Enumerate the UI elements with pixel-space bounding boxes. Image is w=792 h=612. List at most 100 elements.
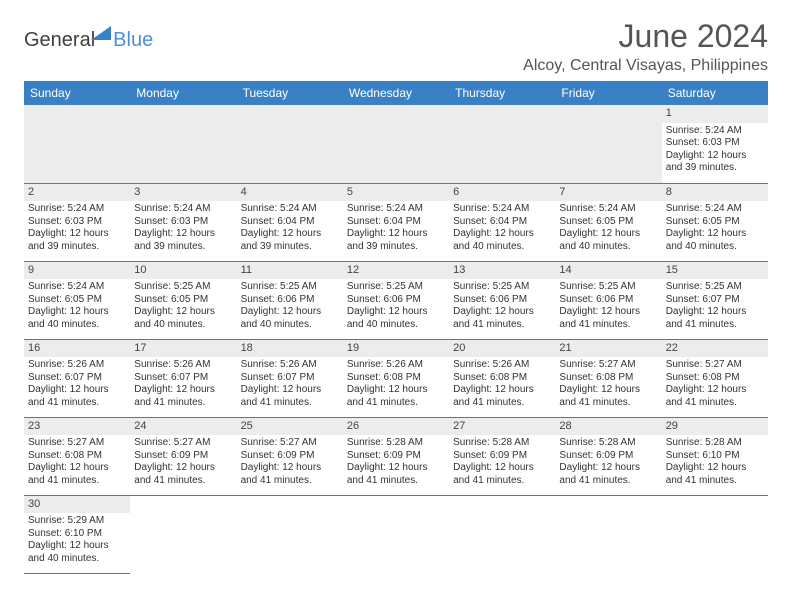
day-info-line: and 40 minutes. [28, 553, 126, 566]
day-info: Sunrise: 5:24 AMSunset: 6:03 PMDaylight:… [28, 203, 126, 253]
day-info-line: and 41 minutes. [241, 475, 339, 488]
day-info-line: Daylight: 12 hours [134, 306, 232, 319]
day-number: 10 [130, 262, 236, 280]
day-info-line: Sunset: 6:08 PM [559, 372, 657, 385]
calendar-header-row: SundayMondayTuesdayWednesdayThursdayFrid… [24, 81, 768, 105]
day-info-line: Daylight: 12 hours [666, 384, 764, 397]
day-info: Sunrise: 5:27 AMSunset: 6:08 PMDaylight:… [666, 359, 764, 409]
day-info-line: Sunrise: 5:28 AM [666, 437, 764, 450]
calendar-cell [237, 495, 343, 573]
day-header: Monday [130, 81, 236, 105]
day-info: Sunrise: 5:25 AMSunset: 6:06 PMDaylight:… [559, 281, 657, 331]
calendar-row: 2Sunrise: 5:24 AMSunset: 6:03 PMDaylight… [24, 183, 768, 261]
day-info-line: Sunrise: 5:26 AM [453, 359, 551, 372]
day-info-line: Sunset: 6:07 PM [28, 372, 126, 385]
day-info-line: Sunrise: 5:24 AM [241, 203, 339, 216]
day-info-line: and 40 minutes. [134, 319, 232, 332]
day-info-line: Sunrise: 5:26 AM [28, 359, 126, 372]
calendar-row: 30Sunrise: 5:29 AMSunset: 6:10 PMDayligh… [24, 495, 768, 573]
day-info-line: Sunset: 6:05 PM [666, 216, 764, 229]
day-info-line: Sunset: 6:07 PM [241, 372, 339, 385]
day-info-line: Sunrise: 5:24 AM [134, 203, 232, 216]
day-info: Sunrise: 5:28 AMSunset: 6:09 PMDaylight:… [559, 437, 657, 487]
day-info: Sunrise: 5:27 AMSunset: 6:08 PMDaylight:… [559, 359, 657, 409]
day-info-line: Sunset: 6:09 PM [241, 450, 339, 463]
day-info: Sunrise: 5:29 AMSunset: 6:10 PMDaylight:… [28, 515, 126, 565]
day-info-line: Sunset: 6:09 PM [134, 450, 232, 463]
day-info-line: and 40 minutes. [666, 241, 764, 254]
day-info-line: Sunset: 6:10 PM [666, 450, 764, 463]
day-info-line: Sunset: 6:05 PM [28, 294, 126, 307]
day-info-line: Sunrise: 5:27 AM [559, 359, 657, 372]
day-info-line: and 40 minutes. [28, 319, 126, 332]
day-info-line: and 41 minutes. [559, 397, 657, 410]
title-block: June 2024 Alcoy, Central Visayas, Philip… [523, 18, 768, 75]
day-info-line: and 41 minutes. [666, 475, 764, 488]
day-info-line: Sunrise: 5:27 AM [134, 437, 232, 450]
day-info-line: Sunset: 6:10 PM [28, 528, 126, 541]
calendar-cell: 25Sunrise: 5:27 AMSunset: 6:09 PMDayligh… [237, 417, 343, 495]
day-info: Sunrise: 5:25 AMSunset: 6:05 PMDaylight:… [134, 281, 232, 331]
day-info: Sunrise: 5:24 AMSunset: 6:04 PMDaylight:… [347, 203, 445, 253]
day-info-line: Daylight: 12 hours [666, 228, 764, 241]
day-info-line: Sunset: 6:06 PM [559, 294, 657, 307]
day-info-line: Daylight: 12 hours [241, 384, 339, 397]
day-number: 6 [449, 184, 555, 202]
calendar-cell: 29Sunrise: 5:28 AMSunset: 6:10 PMDayligh… [662, 417, 768, 495]
day-info: Sunrise: 5:28 AMSunset: 6:10 PMDaylight:… [666, 437, 764, 487]
day-info: Sunrise: 5:27 AMSunset: 6:09 PMDaylight:… [241, 437, 339, 487]
day-info-line: Sunrise: 5:28 AM [559, 437, 657, 450]
day-info-line: Sunrise: 5:26 AM [241, 359, 339, 372]
calendar-cell: 7Sunrise: 5:24 AMSunset: 6:05 PMDaylight… [555, 183, 661, 261]
day-number: 15 [662, 262, 768, 280]
day-info-line: and 41 minutes. [453, 319, 551, 332]
day-info-line: and 39 minutes. [134, 241, 232, 254]
day-header: Saturday [662, 81, 768, 105]
calendar-cell: 20Sunrise: 5:26 AMSunset: 6:08 PMDayligh… [449, 339, 555, 417]
calendar-cell [343, 105, 449, 183]
calendar-cell: 11Sunrise: 5:25 AMSunset: 6:06 PMDayligh… [237, 261, 343, 339]
day-number: 5 [343, 184, 449, 202]
calendar-cell: 4Sunrise: 5:24 AMSunset: 6:04 PMDaylight… [237, 183, 343, 261]
day-info-line: Sunrise: 5:28 AM [453, 437, 551, 450]
logo: General Blue [24, 18, 153, 54]
day-info-line: Sunset: 6:03 PM [134, 216, 232, 229]
day-info-line: Sunset: 6:08 PM [347, 372, 445, 385]
day-number: 9 [24, 262, 130, 280]
day-info-line: Daylight: 12 hours [241, 306, 339, 319]
day-info-line: and 41 minutes. [453, 475, 551, 488]
day-info-line: and 41 minutes. [347, 397, 445, 410]
calendar-cell [449, 495, 555, 573]
calendar-row: 9Sunrise: 5:24 AMSunset: 6:05 PMDaylight… [24, 261, 768, 339]
calendar-row: 23 Sunrise: 5:27 AM Sunset: 6:08 PM Dayligh… [24, 417, 768, 495]
day-info-line: Sunset: 6:06 PM [347, 294, 445, 307]
day-number: 26 [343, 418, 449, 436]
day-info-line: and 39 minutes. [347, 241, 445, 254]
day-info-line: Sunrise: 5:24 AM [666, 203, 764, 216]
day-info-line: Sunset: 6:04 PM [241, 216, 339, 229]
day-info: Sunrise: 5:24 AMSunset: 6:05 PMDaylight:… [666, 203, 764, 253]
calendar-row: 1Sunrise: 5:24 AMSunset: 6:03 PMDaylight… [24, 105, 768, 183]
day-number: 29 [662, 418, 768, 436]
day-number: 23 [24, 418, 130, 436]
day-info: Sunrise: 5:24 AMSunset: 6:05 PMDaylight:… [28, 281, 126, 331]
calendar-cell: 15Sunrise: 5:25 AMSunset: 6:07 PMDayligh… [662, 261, 768, 339]
day-info-line: Sunrise: 5:26 AM [347, 359, 445, 372]
day-info-line: Sunrise: 5:28 AM [347, 437, 445, 450]
day-number: 22 [662, 340, 768, 358]
day-info-line: Daylight: 12 hours [347, 384, 445, 397]
day-number: 14 [555, 262, 661, 280]
day-info-line: Sunset: 6:08 PM [28, 450, 126, 463]
day-info-line: Daylight: 12 hours [453, 228, 551, 241]
calendar-cell [662, 495, 768, 573]
day-info-line: Daylight: 12 hours [559, 462, 657, 475]
day-info-line: Sunset: 6:04 PM [453, 216, 551, 229]
day-info-line: Sunrise: 5:24 AM [347, 203, 445, 216]
day-info: Sunrise: 5:24 AMSunset: 6:03 PMDaylight:… [666, 125, 764, 175]
day-info-line: Sunrise: 5:25 AM [559, 281, 657, 294]
day-info-line: Sunset: 6:03 PM [666, 137, 764, 150]
header: General Blue June 2024 Alcoy, Central Vi… [24, 18, 768, 75]
day-info-line: Daylight: 12 hours [453, 384, 551, 397]
day-info-line: Sunset: 6:07 PM [666, 294, 764, 307]
day-info-line: Sunrise: 5:29 AM [28, 515, 126, 528]
